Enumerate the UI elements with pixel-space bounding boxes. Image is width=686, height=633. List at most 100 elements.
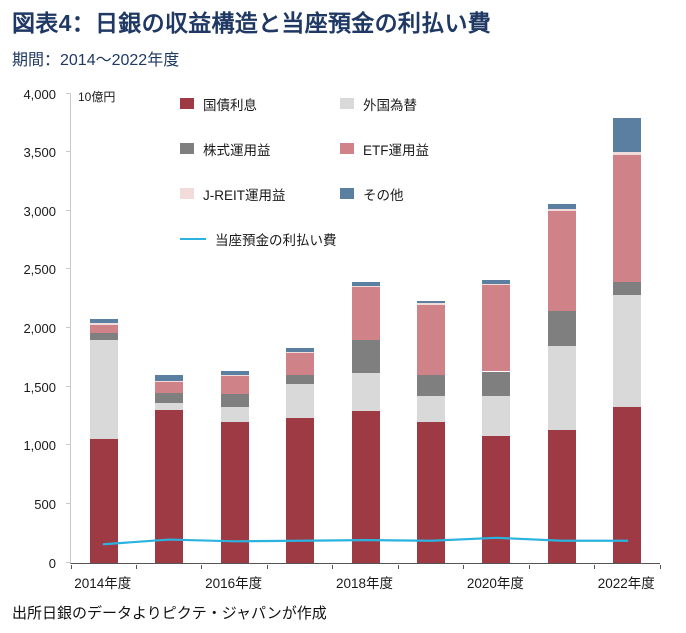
y-axis-tick [66,385,71,387]
y-tick-label: 4,000 [23,86,56,102]
legend-swatch [340,143,354,155]
bar-segment [220,376,249,394]
legend-swatch [180,188,194,200]
y-axis-tick [66,502,71,504]
bar-segment [482,371,511,397]
legend-label: その他 [363,187,404,203]
bar-segment [220,421,249,563]
bar-segment [547,430,576,563]
source-note: 出所日銀のデータよりピクテ・ジャパンが作成 [12,604,327,622]
bar-segment [482,283,511,285]
bar-segment [613,282,642,296]
bar-segment [482,396,511,436]
legend-swatch [180,98,194,110]
legend-label: 国債利息 [203,97,257,113]
legend-swatch [340,98,354,110]
y-tick-label: 3,500 [23,145,56,161]
x-axis-labels: 2014年度 2016年度 2018年度 2020年度 2022年度 [70,572,660,591]
bar-segment [155,403,184,411]
legend-item: J-REIT運用益 [180,184,340,204]
bar-segment [286,384,315,419]
y-axis-tick [66,268,71,270]
bar-segment [482,435,511,563]
x-axis-tick [266,564,268,569]
bar-segment [286,351,315,353]
legend-grid: 国債利息 外国為替株式運用益 ETF運用益 J-REIT運用益 その他 [180,94,429,204]
bar-segment [416,421,445,563]
bar-segment [416,396,445,422]
bar-segment [286,352,315,375]
y-axis-tick [66,327,71,329]
x-axis-tick [594,564,596,569]
y-tick-label: 1,000 [23,438,56,454]
x-axis-tick [463,564,465,569]
bar-segment [613,118,642,153]
bar-segment [547,208,576,211]
line-legend-swatch [180,237,206,240]
bar-segment [286,418,315,563]
legend-label: 株式運用益 [203,142,271,158]
bar-segment [613,295,642,407]
y-axis-tick [66,209,71,211]
bar-segment [155,410,184,563]
bar-segment [155,382,184,393]
bar-segment [482,284,511,372]
y-tick-label: 500 [34,496,56,512]
bar-segment [89,318,118,324]
chart: 10億円 0 500 1,000 1,500 2,000 2,500 3,000 3,500 4… [12,80,674,598]
y-axis-labels: 0 500 1,000 1,500 2,000 2,500 3,000 3,500 4,000 [12,87,64,570]
x-axis-tick [528,564,530,569]
legend-item: 外国為替 [340,94,429,114]
bar-segment [89,323,118,325]
bar-segment [351,411,380,563]
plot-area [66,92,661,569]
x-axis-tick [201,564,203,569]
x-axis-tick [70,564,72,569]
legend-item-line: 当座預金の利払い費 [180,229,429,249]
legend-swatch [340,188,354,200]
page-title: 図表4：日銀の収益構造と当座預金の利払い費 [12,10,492,36]
bar-segment [286,375,315,385]
bar-segment [613,152,642,155]
bar-segment [351,285,380,288]
legend-label: 外国為替 [363,97,417,113]
y-tick-label: 0 [48,555,56,571]
bar-segment [89,439,118,563]
x-tick-label: 2022年度 [597,575,655,591]
bar-segment [286,348,315,352]
bar-segment [89,332,118,340]
bar-segment [351,372,380,412]
bar-segment [416,304,445,375]
bar-segment [220,371,249,375]
bar-segment [155,380,184,383]
chart-subtitle: 期間：2014～2022年度 [12,51,180,69]
bar-segment [416,375,445,397]
bar-segment [155,392,184,404]
y-axis-tick [66,561,71,563]
bar-segment [220,393,249,407]
y-tick-label: 3,000 [23,203,56,219]
x-axis-tick [135,564,137,569]
bar-segment [351,282,380,286]
bar-segment [613,406,642,563]
x-axis-tick [397,564,399,569]
bar-segment [89,324,118,333]
x-tick-label: 2016年度 [205,575,263,591]
y-axis-tick [66,92,71,94]
y-axis-tick [66,444,71,446]
bar-segment [416,301,445,304]
y-axis-tick [66,151,71,153]
bar-segment [220,406,249,422]
x-tick-label: 2020年度 [466,575,524,591]
legend-label: J-REIT運用益 [203,187,286,203]
legend-item: ETF運用益 [340,139,429,159]
y-tick-label: 1,500 [23,379,56,395]
bar-segment [220,375,249,377]
bar-segment [547,203,576,209]
bar-segment [547,310,576,346]
x-tick-label: 2014年度 [74,575,132,591]
bar-segment [155,375,184,381]
legend-swatch [180,143,194,155]
legend-item: 株式運用益 [180,139,340,159]
